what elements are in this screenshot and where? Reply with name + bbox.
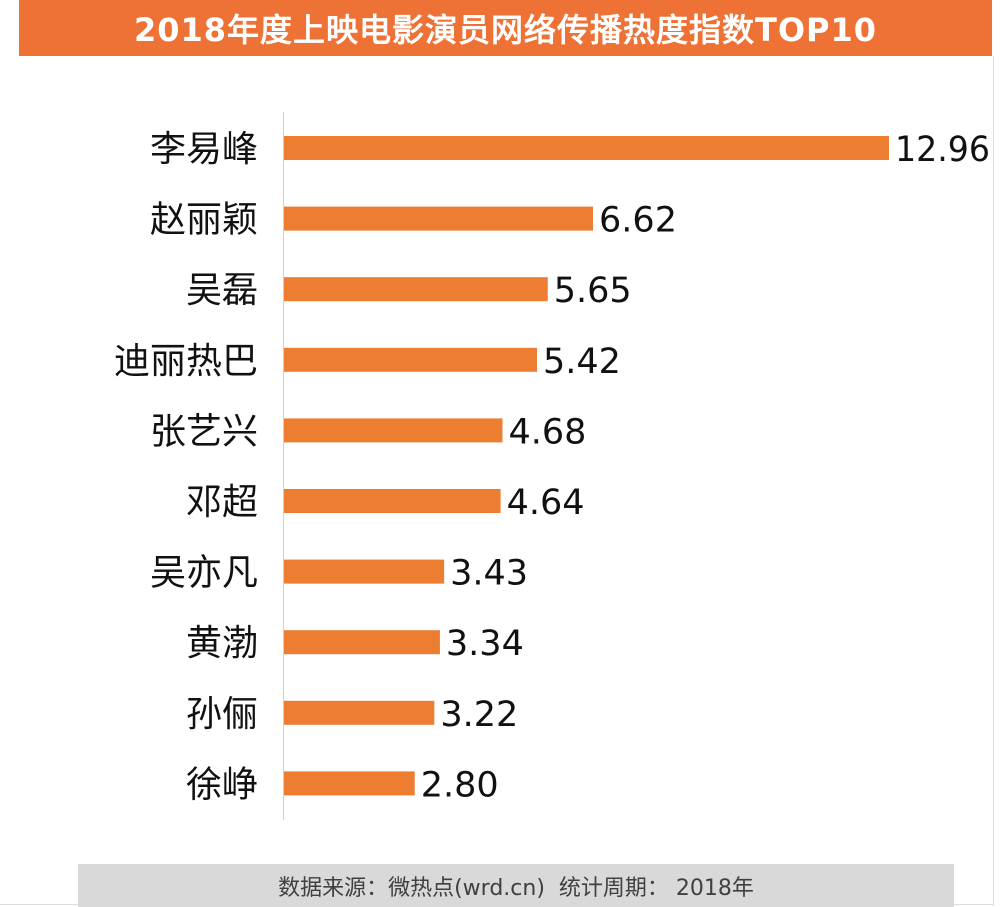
data-source-text: 数据来源：微热点(wrd.cn) — [278, 875, 545, 901]
bar — [284, 277, 548, 302]
category-label: 吴磊 — [186, 270, 258, 311]
bar-row: 孙俪 3.22 — [186, 694, 518, 735]
value-label: 3.43 — [450, 554, 528, 594]
value-label: 5.42 — [543, 342, 621, 382]
value-label: 3.34 — [446, 624, 524, 664]
statistics-period-text: 统计周期： 2018年 — [558, 875, 754, 901]
value-label: 4.68 — [508, 412, 586, 452]
bar-row: 邓超 4.64 — [186, 482, 585, 523]
bar-row: 张艺兴 4.68 — [150, 411, 586, 452]
bar — [284, 559, 445, 584]
bar-row: 迪丽热巴 5.42 — [114, 341, 621, 382]
value-label: 12.96 — [895, 130, 990, 170]
bar-row: 李易峰 12.96 — [150, 129, 990, 170]
bar — [284, 771, 415, 796]
category-label: 张艺兴 — [150, 411, 258, 452]
source-footer: 数据来源：微热点(wrd.cn) 统计周期： 2018年 — [78, 864, 954, 907]
bar — [284, 700, 435, 725]
bar — [284, 418, 503, 443]
value-label: 3.22 — [440, 695, 518, 735]
value-label: 5.65 — [554, 271, 632, 311]
bar — [284, 630, 440, 655]
bar-row: 黄渤 3.34 — [186, 623, 524, 664]
bar — [284, 489, 501, 513]
category-label: 赵丽颖 — [150, 200, 258, 241]
category-label: 李易峰 — [150, 129, 258, 170]
bar — [284, 206, 594, 231]
category-label: 邓超 — [186, 482, 258, 523]
bar-row: 赵丽颖 6.62 — [150, 200, 677, 241]
bar — [284, 347, 538, 372]
category-label: 黄渤 — [186, 623, 258, 664]
value-label: 4.64 — [507, 483, 585, 523]
bar — [284, 136, 889, 160]
category-label: 孙俪 — [186, 694, 258, 735]
chart-title: 2018年度上映电影演员网络传播热度指数TOP10 — [19, 0, 992, 56]
category-label: 徐峥 — [186, 764, 258, 805]
frame-right-border — [993, 56, 994, 906]
bar-row: 徐峥 2.80 — [186, 764, 499, 805]
category-label: 迪丽热巴 — [114, 341, 258, 382]
bar-row: 吴磊 5.65 — [186, 270, 632, 311]
value-label: 6.62 — [599, 201, 677, 241]
value-label: 2.80 — [421, 765, 499, 805]
bar-row: 吴亦凡 3.43 — [150, 553, 528, 594]
category-label: 吴亦凡 — [150, 553, 258, 594]
